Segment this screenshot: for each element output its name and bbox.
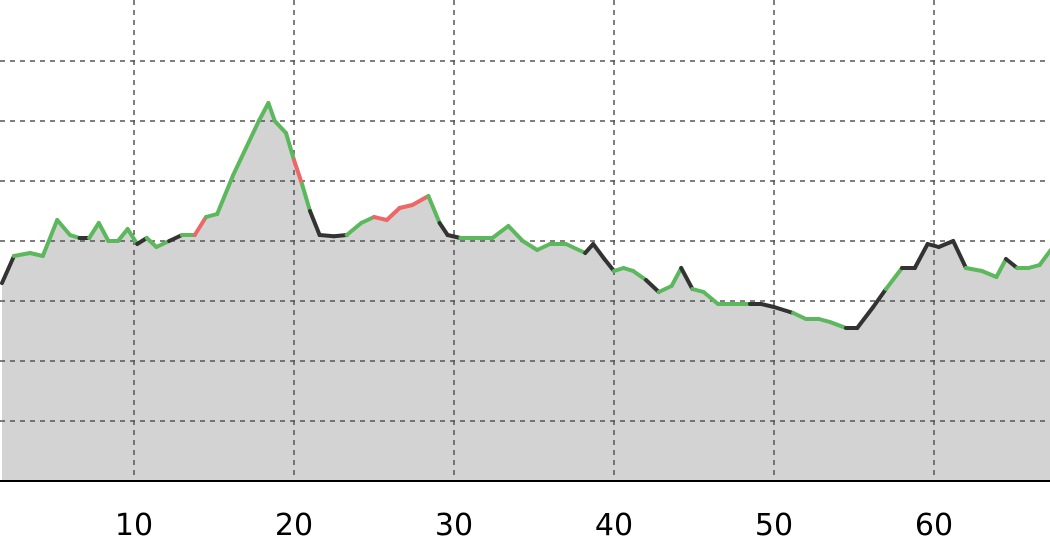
series-line-segment xyxy=(964,266,984,273)
area-fill xyxy=(2,103,1050,481)
series-line-segment xyxy=(791,311,808,321)
series-line-segment xyxy=(951,239,968,270)
series-line-segment xyxy=(535,242,552,252)
series-line-segment xyxy=(980,269,999,279)
x-tick-label: 10 xyxy=(115,508,153,543)
series-line-segment xyxy=(397,203,415,210)
series-line-segment xyxy=(701,290,720,306)
series-line-segment xyxy=(644,278,661,294)
series-line-segment xyxy=(256,101,271,123)
series-line-segment xyxy=(308,209,322,237)
series-line-segment xyxy=(384,206,402,222)
series-line-segment xyxy=(884,266,904,291)
series-line-segment xyxy=(167,233,184,243)
series-line-segment xyxy=(317,233,336,239)
series-line-segment xyxy=(55,218,72,237)
x-tick-label: 20 xyxy=(275,508,313,543)
series-line-segment xyxy=(828,320,848,330)
series-line-segment xyxy=(520,239,540,252)
series-line-segment xyxy=(490,224,511,240)
series-line-segment xyxy=(506,224,525,243)
series-line-segment xyxy=(292,158,304,186)
x-tick-label: 60 xyxy=(915,508,953,543)
x-tick-label: 50 xyxy=(755,508,793,543)
series-line-segment xyxy=(154,239,172,249)
series-line-segment xyxy=(871,287,888,309)
series-line-segment xyxy=(284,131,296,162)
series-line-segment xyxy=(759,302,776,309)
series-line-segment xyxy=(994,257,1008,279)
series-line-segment xyxy=(564,242,588,255)
series-line-segment xyxy=(116,227,130,243)
x-tick-labels: 10 20 30 40 50 60 xyxy=(115,508,953,543)
series-line-segment xyxy=(772,305,796,315)
series-line-segment xyxy=(332,233,349,239)
series-line-segment xyxy=(87,221,101,240)
series-line-segment xyxy=(125,227,140,246)
series-line-segment xyxy=(372,215,389,222)
series-line-segment xyxy=(855,305,876,330)
series-line-segment xyxy=(40,218,60,258)
series-line-segment xyxy=(272,119,288,135)
x-tick-label: 40 xyxy=(595,508,633,543)
series-line-segment xyxy=(602,257,616,273)
series-line-segment xyxy=(300,182,312,213)
series-line-segment xyxy=(437,221,450,237)
series-line-segment xyxy=(591,242,607,261)
series-line-segment xyxy=(669,266,684,288)
series-line-segment xyxy=(28,251,45,258)
series-line-segment xyxy=(231,146,248,177)
series-line-segment xyxy=(445,233,463,240)
series-line-segment xyxy=(1004,257,1020,270)
series-line-segment xyxy=(192,215,208,237)
series-line-segment xyxy=(344,221,364,237)
series-line xyxy=(0,101,1050,330)
series-line-segment xyxy=(96,221,111,243)
gridlines xyxy=(0,0,1050,481)
series-line-segment xyxy=(426,194,442,225)
series-line-segment xyxy=(359,215,376,225)
series-line-segment xyxy=(936,239,956,249)
series-line-segment xyxy=(656,284,674,294)
series-line-segment xyxy=(12,251,32,258)
series-line-segment xyxy=(912,242,930,270)
series-line-segment xyxy=(0,254,16,285)
series-line-segment xyxy=(410,194,431,207)
series-line-segment xyxy=(244,119,261,150)
series-line-segment xyxy=(215,173,236,216)
series-line-segment xyxy=(266,101,277,123)
series-line-segment xyxy=(679,266,695,291)
series-line-segment xyxy=(631,269,648,282)
series-line-segment xyxy=(144,236,159,249)
x-tick-label: 30 xyxy=(435,508,473,543)
series-line-segment xyxy=(1037,248,1050,267)
area-fill-layer xyxy=(2,103,1050,481)
